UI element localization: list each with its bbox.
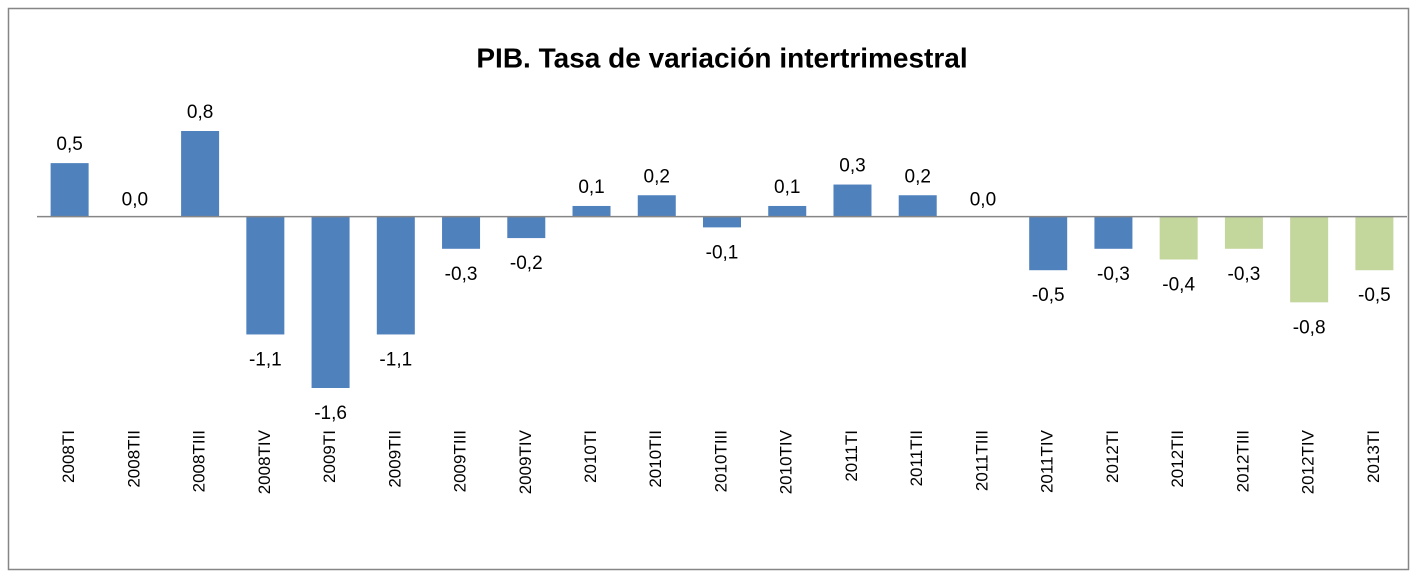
data-label: 0,2 <box>644 166 670 187</box>
bar <box>1029 216 1068 271</box>
bar <box>50 163 89 217</box>
data-label: -1,6 <box>314 403 347 424</box>
bar <box>898 195 937 217</box>
data-label: -0,3 <box>1097 264 1130 285</box>
data-label: 0,1 <box>774 177 800 198</box>
data-label: -0,2 <box>510 253 543 274</box>
data-label: 0,1 <box>578 177 604 198</box>
x-tick-label: 2009TIV <box>516 429 535 494</box>
x-tick-label: 2011TI <box>842 430 861 482</box>
data-label: -1,1 <box>379 349 412 370</box>
chart-title: PIB. Tasa de variación intertrimestral <box>476 42 967 73</box>
data-label: -0,3 <box>1228 264 1261 285</box>
x-tick-label: 2012TIV <box>1299 429 1318 494</box>
bar <box>311 216 350 388</box>
bar <box>1355 216 1394 271</box>
data-label: -0,8 <box>1293 317 1326 338</box>
data-label: 0,8 <box>187 102 213 123</box>
x-tick-label: 2012TI <box>1103 430 1122 483</box>
x-tick-label: 2013TI <box>1364 430 1383 483</box>
data-label: 0,0 <box>122 190 148 211</box>
x-tick-label: 2010TIII <box>711 430 730 492</box>
data-label: 0,3 <box>839 156 865 177</box>
data-label: -0,4 <box>1162 275 1195 296</box>
x-tick-label: 2012TII <box>1168 430 1187 488</box>
bar <box>181 131 220 217</box>
x-tick-label: 2009TI <box>320 430 339 483</box>
x-tick-label: 2009TII <box>385 430 404 488</box>
x-tick-label: 2009TIII <box>451 430 470 492</box>
data-label: 0,2 <box>905 166 931 187</box>
data-label: -0,5 <box>1032 285 1065 306</box>
data-label: 0,5 <box>56 134 82 155</box>
x-tick-label: 2011TIV <box>1038 429 1057 493</box>
data-label: -0,3 <box>445 264 478 285</box>
x-tick-label: 2010TIV <box>777 429 796 494</box>
x-tick-label: 2008TIII <box>190 430 209 492</box>
bar <box>1094 216 1133 249</box>
bar <box>833 184 872 217</box>
bar <box>703 216 741 228</box>
x-tick-label: 2008TIV <box>255 429 274 494</box>
chart-frame <box>7 7 1410 571</box>
x-tick-label: 2008TI <box>59 430 78 483</box>
bar <box>246 216 285 335</box>
bar <box>768 205 807 217</box>
x-tick-label: 2011TIII <box>972 430 991 491</box>
x-tick-label: 2008TII <box>124 430 143 488</box>
x-tick-label: 2010TII <box>646 430 665 488</box>
bar <box>572 205 611 217</box>
bar <box>1159 216 1198 260</box>
x-tick-label: 2011TII <box>907 430 926 486</box>
bar <box>1224 216 1263 249</box>
bar <box>507 216 546 239</box>
x-tick-label: 2010TI <box>581 430 600 483</box>
data-label: -0,5 <box>1358 285 1391 306</box>
bar <box>442 216 481 249</box>
data-label: -0,1 <box>706 242 739 263</box>
data-label: 0,0 <box>970 190 996 211</box>
bar <box>637 195 676 217</box>
bar <box>1290 216 1329 303</box>
bar <box>376 216 415 335</box>
data-label: -1,1 <box>249 349 282 370</box>
x-tick-label: 2012TIII <box>1233 430 1252 492</box>
